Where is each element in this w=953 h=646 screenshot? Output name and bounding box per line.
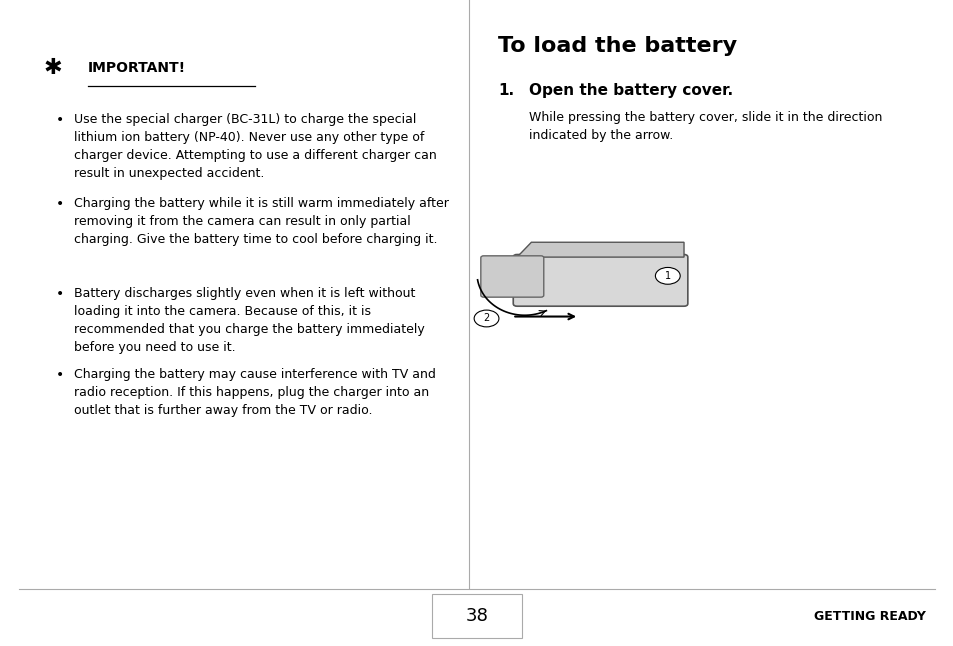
Text: GETTING READY: GETTING READY [813,610,924,623]
Text: 1: 1 [664,271,670,281]
Bar [432,594,521,638]
Polygon shape [517,242,683,257]
FancyBboxPatch shape [513,255,687,306]
Text: To load the battery: To load the battery [497,36,737,56]
Text: •: • [56,368,64,382]
Text: •: • [56,113,64,127]
Text: 2: 2 [483,313,489,324]
Text: Charging the battery while it is still warm immediately after
removing it from t: Charging the battery while it is still w… [74,197,449,246]
Text: IMPORTANT!: IMPORTANT! [88,61,186,75]
Circle shape [474,310,498,327]
Text: 1.: 1. [497,83,514,98]
Text: Battery discharges slightly even when it is left without
loading it into the cam: Battery discharges slightly even when it… [74,287,425,355]
Text: ✱: ✱ [43,58,62,78]
Text: 38: 38 [465,607,488,625]
Text: Open the battery cover.: Open the battery cover. [528,83,732,98]
Text: •: • [56,287,64,302]
Circle shape [655,267,679,284]
Text: Charging the battery may cause interference with TV and
radio reception. If this: Charging the battery may cause interfere… [74,368,436,417]
Text: Use the special charger (BC-31L) to charge the special
lithium ion battery (NP-4: Use the special charger (BC-31L) to char… [74,113,436,180]
Text: •: • [56,197,64,211]
Text: While pressing the battery cover, slide it in the direction
indicated by the arr: While pressing the battery cover, slide … [528,111,881,142]
FancyBboxPatch shape [480,256,543,297]
